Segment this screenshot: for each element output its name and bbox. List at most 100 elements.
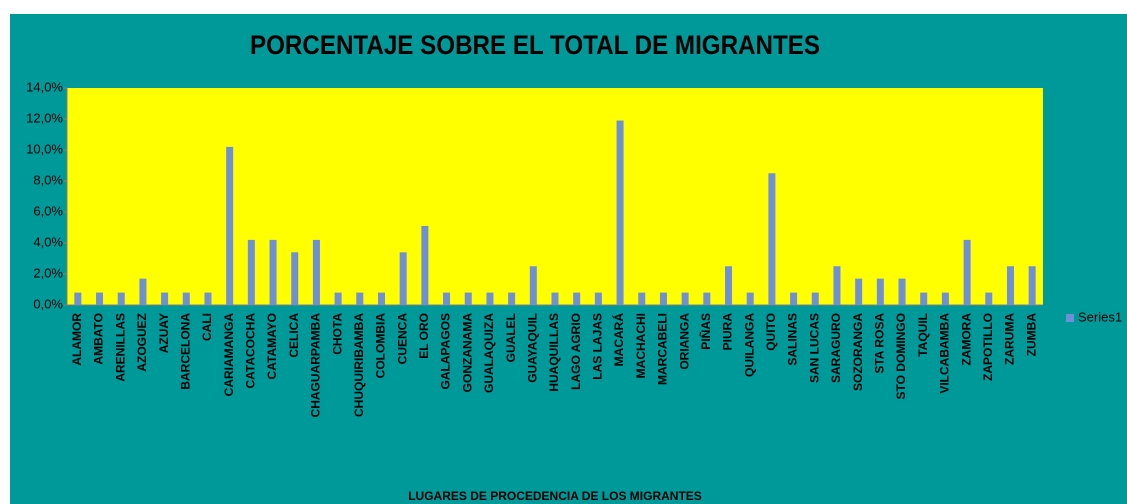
- bar: [876, 278, 884, 305]
- bar: [1006, 266, 1014, 305]
- bar: [334, 292, 342, 305]
- x-tick-label: CHUQUIRIBAMBA: [352, 313, 366, 417]
- bar: [204, 292, 212, 305]
- bar: [898, 278, 906, 305]
- x-tick-label: ALAMOR: [70, 313, 84, 366]
- x-tick-label: CUENCA: [395, 313, 409, 365]
- x-tick-label: ZARUMA: [1003, 313, 1017, 365]
- bar: [659, 292, 667, 305]
- bar: [855, 278, 863, 305]
- x-tick-label: SOZORANGA: [851, 313, 865, 391]
- bar: [139, 278, 147, 305]
- bar: [269, 239, 277, 305]
- bar: [551, 292, 559, 305]
- x-tick-label: STA ROSA: [873, 313, 887, 374]
- bar: [117, 292, 125, 305]
- y-tick-label: 12,0%: [26, 110, 63, 125]
- x-tick-label: VILCABAMBA: [938, 313, 952, 394]
- x-tick-label: ZAPOTILLO: [981, 313, 995, 381]
- x-tick-label: SARAGURO: [829, 313, 843, 383]
- x-tick-label: PIÑAS: [698, 313, 713, 350]
- x-tick-label: EL ORO: [417, 313, 431, 359]
- chart-title: PORCENTAJE SOBRE EL TOTAL DE MIGRANTES: [250, 30, 820, 60]
- x-tick-label: GUALEL: [504, 313, 518, 362]
- x-tick-label: ARENILLAS: [113, 313, 127, 382]
- legend-label: Series1: [1078, 309, 1122, 324]
- x-tick-label: CELICA: [287, 313, 301, 358]
- x-tick-label: GUALAQUIZA: [482, 313, 496, 393]
- y-tick-label: 0,0%: [33, 296, 63, 311]
- bar: [616, 120, 624, 305]
- x-tick-label: ORIANGA: [677, 313, 691, 370]
- x-tick-label: TAQUIL: [916, 313, 930, 357]
- x-tick-label: LAS LAJAS: [591, 313, 605, 380]
- bar: [681, 292, 689, 305]
- x-tick-label: AZUAY: [157, 313, 171, 353]
- x-tick-label: MACARÁ: [611, 313, 626, 367]
- x-tick-label: STO DOMINGO: [894, 313, 908, 399]
- x-tick-label: GALAPAGOS: [439, 313, 453, 389]
- bar: [985, 292, 993, 305]
- bar: [573, 292, 581, 305]
- x-tick-label: BARCELONA: [178, 313, 192, 390]
- bar: [226, 146, 234, 305]
- bar: [746, 292, 754, 305]
- x-tick-label: PIURA: [721, 313, 735, 351]
- bar: [161, 292, 169, 305]
- bar: [790, 292, 798, 305]
- x-tick-label: QUITO: [764, 313, 778, 351]
- bar: [399, 252, 407, 305]
- bar: [638, 292, 646, 305]
- y-tick-label: 4,0%: [33, 234, 63, 249]
- bar: [356, 292, 364, 305]
- x-tick-label: MARCABELI: [656, 313, 670, 385]
- x-axis-title: LUGARES DE PROCEDENCIA DE LOS MIGRANTES: [408, 489, 702, 503]
- bar: [464, 292, 472, 305]
- x-tick-label: HUAQUILLAS: [547, 313, 561, 392]
- bar: [377, 292, 385, 305]
- bar: [486, 292, 494, 305]
- x-tick-label: ZUMBA: [1024, 313, 1038, 357]
- x-tick-label: SAN LUCAS: [807, 313, 821, 383]
- bar: [963, 239, 971, 305]
- x-tick-label: QUILANGA: [742, 313, 756, 377]
- y-tick-label: 14,0%: [26, 79, 63, 94]
- x-tick-label: CATACOCHA: [244, 313, 258, 389]
- x-tick-label: CALI: [200, 313, 214, 341]
- bar: [920, 292, 928, 305]
- bar: [594, 292, 602, 305]
- bar: [529, 266, 537, 305]
- x-tick-label: AMBATO: [92, 313, 106, 365]
- bar: [291, 252, 299, 305]
- x-tick-label: LAGO AGRIO: [569, 313, 583, 390]
- bar: [182, 292, 190, 305]
- bar: [247, 239, 255, 305]
- bar: [421, 225, 429, 305]
- bar: [96, 292, 104, 305]
- y-tick-label: 10,0%: [26, 141, 63, 156]
- y-tick-label: 6,0%: [33, 203, 63, 218]
- y-tick-label: 2,0%: [33, 265, 63, 280]
- bar: [443, 292, 451, 305]
- bar: [74, 292, 82, 305]
- x-tick-label: GONZANAMA: [460, 313, 474, 393]
- legend-swatch: [1066, 314, 1074, 322]
- x-tick-label: CATAMAYO: [265, 313, 279, 379]
- x-tick-label: ZAMORA: [959, 313, 973, 366]
- bar: [312, 239, 320, 305]
- bar: [1028, 266, 1036, 305]
- x-tick-label: COLOMBIA: [374, 313, 388, 379]
- x-tick-label: SALINAS: [786, 313, 800, 366]
- bar: [811, 292, 819, 305]
- bar: [703, 292, 711, 305]
- bar: [941, 292, 949, 305]
- plot-area: [67, 88, 1043, 305]
- x-tick-label: GUAYAQUIL: [525, 313, 539, 383]
- x-tick-label: CHOTA: [330, 313, 344, 355]
- x-tick-label: CHAGUARPAMBA: [309, 313, 323, 418]
- x-tick-label: CARIAMANGA: [222, 313, 236, 397]
- x-tick-label: MACHACHI: [634, 313, 648, 378]
- bar: [508, 292, 516, 305]
- bar: [768, 173, 776, 305]
